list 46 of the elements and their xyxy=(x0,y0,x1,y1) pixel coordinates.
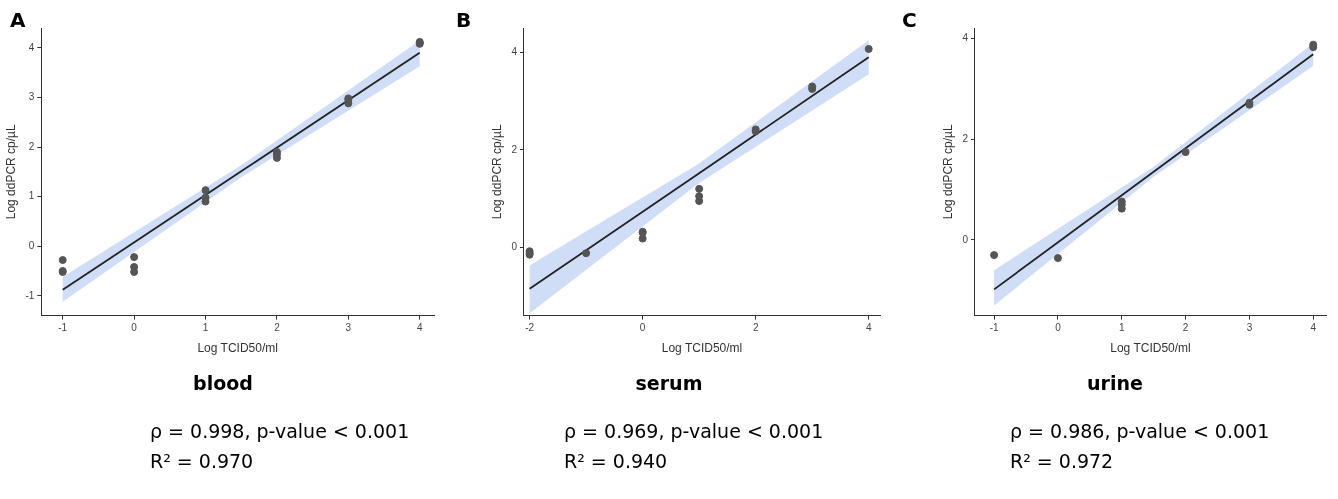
x-axis-title: Log TCID50/ml xyxy=(197,341,278,356)
y-tick-label: 4 xyxy=(28,41,35,53)
chart-title: B xyxy=(456,8,472,32)
y-axis-title: Log ddPCR cp/µL xyxy=(489,123,504,220)
text: urine xyxy=(1086,372,1144,394)
chart-title: A xyxy=(10,8,26,32)
x-tick-label: 0 xyxy=(1055,322,1062,334)
chart-title: C xyxy=(902,8,917,32)
text: blood xyxy=(192,372,254,394)
x-tick-label: 3 xyxy=(1246,322,1253,334)
x-tick-label: -1 xyxy=(58,322,68,334)
y-tick-label: 0 xyxy=(962,233,969,245)
text: ρ = 0.986, p-value < 0.001 xyxy=(1010,420,1270,442)
text: R² = 0.940 xyxy=(564,450,668,472)
y-axis-title: Log ddPCR cp/µL xyxy=(3,123,18,220)
x-tick-label: 1 xyxy=(202,322,209,334)
text: ρ = 0.998, p-value < 0.001 xyxy=(150,420,410,442)
y-axis-title: Log ddPCR cp/µL xyxy=(940,123,955,220)
x-axis-title: Log TCID50/ml xyxy=(661,341,743,356)
x-axis-title: Log TCID50/ml xyxy=(1110,341,1191,356)
x-tick-label: 2 xyxy=(752,322,759,334)
y-tick-label: 0 xyxy=(28,239,35,251)
y-tick-label: -1 xyxy=(25,289,35,301)
y-tick-label: 4 xyxy=(962,31,969,43)
x-tick-label: 3 xyxy=(345,322,352,334)
y-tick-label: 2 xyxy=(28,140,35,152)
text: R² = 0.970 xyxy=(150,450,254,472)
x-tick-label: 4 xyxy=(1310,322,1317,334)
text: R² = 0.972 xyxy=(1010,450,1114,472)
text: ρ = 0.969, p-value < 0.001 xyxy=(564,420,824,442)
y-tick-label: 2 xyxy=(962,132,969,144)
y-tick-label: 2 xyxy=(511,143,518,155)
text: serum xyxy=(634,372,704,394)
x-tick-label: -2 xyxy=(525,322,535,334)
y-tick-label: 4 xyxy=(511,46,518,58)
x-tick-label: 4 xyxy=(865,322,872,334)
x-tick-label: 0 xyxy=(131,322,138,334)
x-tick-label: 2 xyxy=(274,322,281,334)
x-tick-label: 0 xyxy=(639,322,646,334)
y-tick-label: 1 xyxy=(28,190,35,202)
y-tick-label: 0 xyxy=(511,241,518,253)
x-tick-label: 2 xyxy=(1182,322,1189,334)
x-tick-label: -1 xyxy=(989,322,999,334)
x-tick-label: 1 xyxy=(1118,322,1125,334)
y-tick-label: 3 xyxy=(28,91,35,103)
x-tick-label: 4 xyxy=(416,322,423,334)
